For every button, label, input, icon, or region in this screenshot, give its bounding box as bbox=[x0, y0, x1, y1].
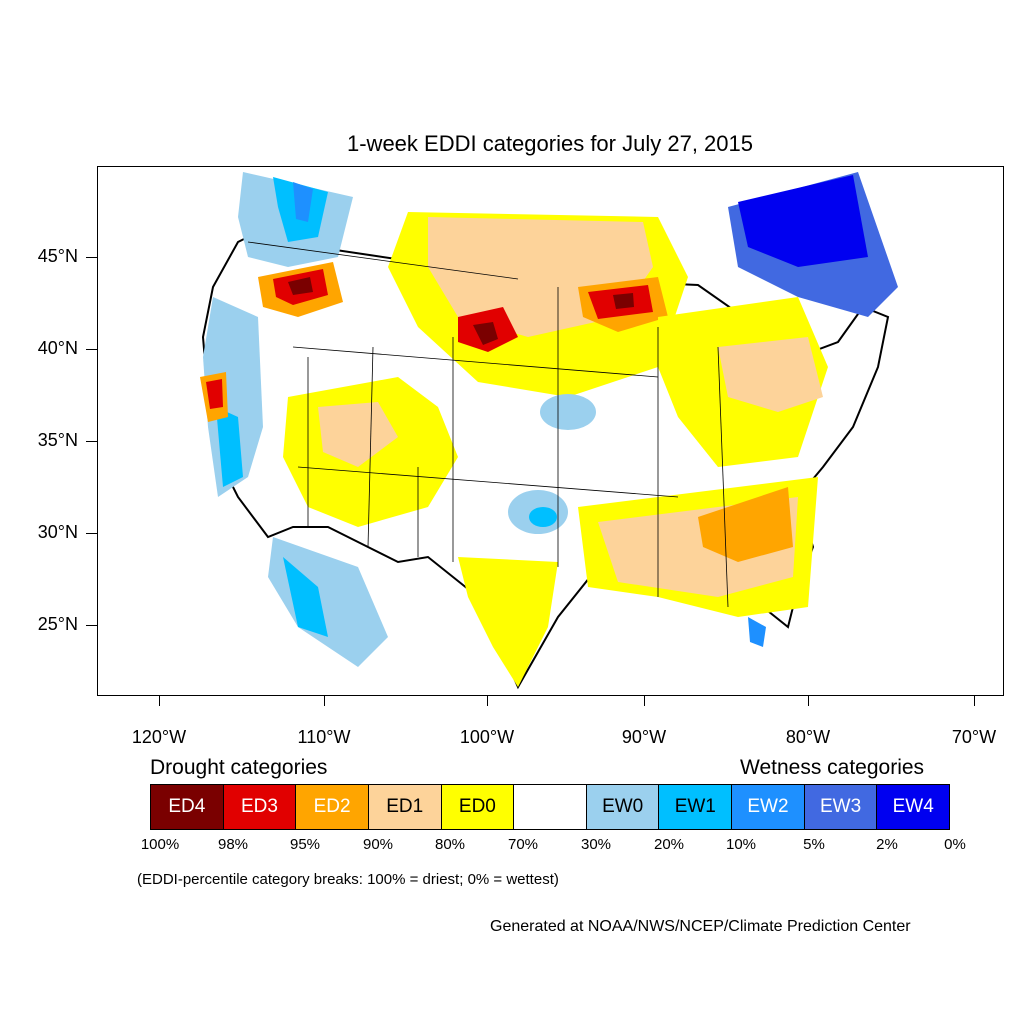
lat-tick bbox=[86, 533, 97, 534]
legend-label: EW0 bbox=[602, 796, 644, 817]
break-label: 10% bbox=[725, 836, 757, 853]
lat-label-40: 40°N bbox=[37, 338, 78, 358]
legend-label: EW4 bbox=[892, 796, 934, 817]
lat-label-30: 30°N bbox=[37, 522, 78, 542]
legend-cell-ed4: ED4 bbox=[151, 785, 224, 829]
id-ed4 bbox=[288, 277, 313, 295]
map-title: 1-week EDDI categories for July 27, 2015 bbox=[347, 131, 753, 156]
ne-wet-deep bbox=[738, 175, 868, 267]
tx-yellow bbox=[458, 557, 558, 687]
legend-cell-ed3: ED3 bbox=[223, 785, 297, 829]
nd-ed4 bbox=[473, 322, 498, 345]
lon-label-90: 90°W bbox=[621, 727, 667, 747]
lat-label-35: 35°N bbox=[37, 430, 78, 450]
break-label: 90% bbox=[362, 836, 394, 853]
legend-cell-ew0: EW0 bbox=[586, 785, 660, 829]
break-label: 95% bbox=[289, 836, 321, 853]
lon-tick bbox=[644, 696, 645, 706]
legend-label: ED0 bbox=[458, 796, 496, 817]
lat-tick bbox=[86, 441, 97, 442]
lat-label-45: 45°N bbox=[37, 246, 78, 266]
break-label: 2% bbox=[876, 836, 898, 853]
ca-ed3 bbox=[206, 379, 223, 409]
break-label: 5% bbox=[803, 836, 825, 853]
legend-label: ED3 bbox=[240, 796, 278, 817]
break-label: 70% bbox=[507, 836, 539, 853]
lat-label-25: 25°N bbox=[37, 614, 78, 634]
break-label: 100% bbox=[140, 836, 180, 853]
lon-tick bbox=[159, 696, 160, 706]
lon-label-70: 70°W bbox=[951, 727, 997, 747]
legend-label: EW3 bbox=[819, 796, 862, 817]
credit-line: Generated at NOAA/NWS/NCEP/Climate Predi… bbox=[490, 918, 911, 935]
lat-tick bbox=[86, 349, 97, 350]
ok-wet2 bbox=[529, 507, 557, 527]
break-label: 80% bbox=[434, 836, 466, 853]
legend-cell-normal bbox=[514, 785, 587, 829]
west-coast-wet2 bbox=[216, 407, 243, 487]
legend-label: EW2 bbox=[747, 796, 789, 817]
legend-colorbar: ED4 ED3 ED2 ED1 ED0 EW0 EW1 EW2 EW3 EW4 bbox=[150, 784, 950, 830]
lon-tick bbox=[974, 696, 975, 706]
se-ed2 bbox=[698, 487, 793, 562]
legend-cell-ed2: ED2 bbox=[296, 785, 369, 829]
florida-wet bbox=[748, 617, 766, 647]
break-label: 98% bbox=[217, 836, 249, 853]
legend-cell-ew3: EW3 bbox=[804, 785, 878, 829]
state-boundaries bbox=[247, 241, 729, 608]
lon-label-100: 100°W bbox=[459, 727, 515, 747]
legend-label: ED1 bbox=[386, 796, 424, 817]
sw-ed1 bbox=[318, 402, 398, 467]
lon-tick bbox=[808, 696, 809, 706]
legend-cell-ew4: EW4 bbox=[877, 785, 950, 829]
lon-label-120: 120°W bbox=[131, 727, 187, 747]
legend-cell-ed0: ED0 bbox=[441, 785, 515, 829]
eddi-map bbox=[200, 172, 898, 690]
drought-heading: Drought categories bbox=[150, 756, 328, 779]
map-panel bbox=[97, 166, 1004, 696]
baja-wet2 bbox=[283, 557, 328, 637]
lat-tick bbox=[86, 257, 97, 258]
legend-cell-ew2: EW2 bbox=[732, 785, 805, 829]
category-note: (EDDI-percentile category breaks: 100% =… bbox=[137, 871, 559, 888]
legend-label: EW1 bbox=[674, 796, 716, 817]
break-label: 0% bbox=[944, 836, 966, 853]
legend-cell-ew1: EW1 bbox=[659, 785, 733, 829]
legend-label: ED2 bbox=[313, 796, 351, 817]
wi-ed4 bbox=[613, 293, 634, 309]
wetness-heading: Wetness categories bbox=[740, 756, 925, 779]
pnw-wet-deep bbox=[293, 182, 313, 222]
break-label: 20% bbox=[653, 836, 685, 853]
legend-label: ED4 bbox=[168, 796, 206, 817]
lon-label-80: 80°W bbox=[785, 727, 831, 747]
lon-tick bbox=[487, 696, 488, 706]
legend-cell-ed1: ED1 bbox=[368, 785, 442, 829]
gl-ed1 bbox=[718, 337, 823, 412]
lat-tick bbox=[86, 625, 97, 626]
west-coast-wet bbox=[203, 297, 263, 497]
baja-wet bbox=[268, 537, 388, 667]
lon-tick bbox=[324, 696, 325, 706]
ks-wet bbox=[540, 394, 596, 430]
lon-label-110: 110°W bbox=[297, 727, 351, 747]
break-label: 30% bbox=[580, 836, 612, 853]
